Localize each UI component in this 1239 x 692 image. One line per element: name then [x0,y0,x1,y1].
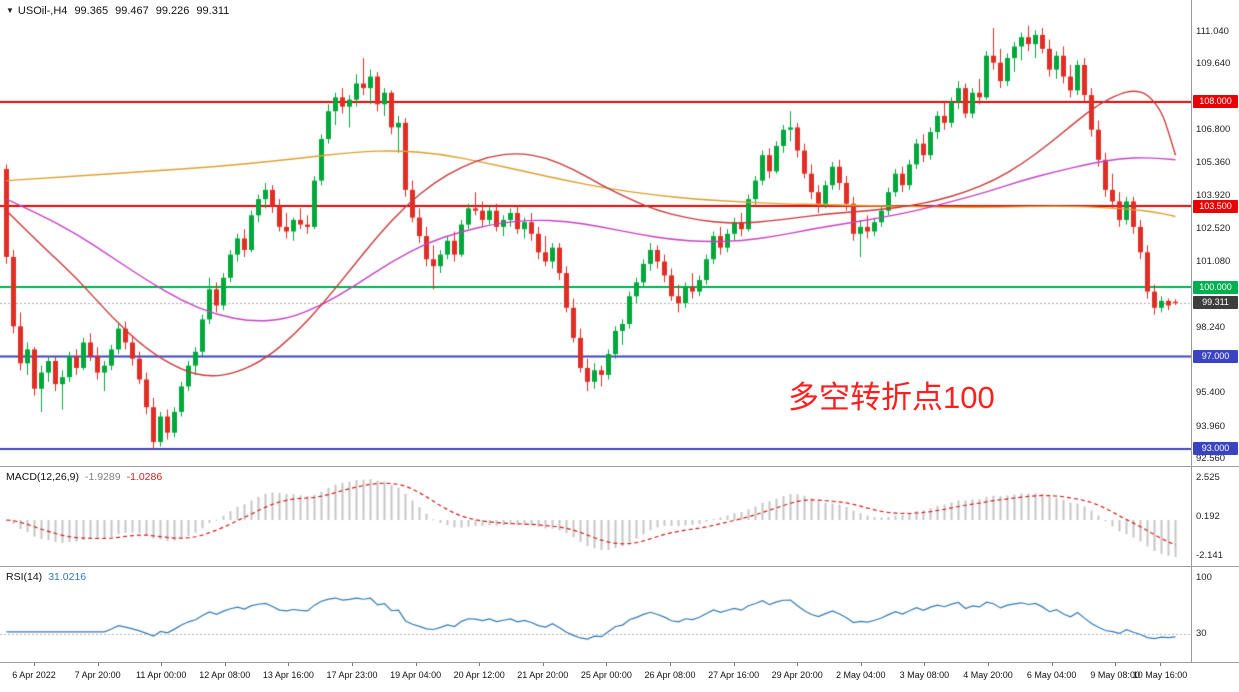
time-axis-tick [860,663,862,666]
time-axis-tick [352,663,353,666]
time-axis-tick [479,663,481,666]
time-axis-label: 9 May 08:00 [1090,670,1140,680]
time-axis-tick [924,663,926,666]
time-axis-tick [1051,663,1053,666]
time-axis-label: 27 Apr 16:00 [708,670,760,680]
price-axis-tick: 95.400 [1196,387,1226,399]
collapse-arrow-icon[interactable]: ▼ [6,6,14,15]
macd-header: MACD(12,26,9) -1.9289 -1.0286 [6,471,162,483]
rsi-axis[interactable]: 100 30 [1192,567,1239,662]
time-axis-label: 29 Apr 20:00 [771,670,823,680]
time-axis-tick [34,663,35,666]
time-axis-label: 11 Apr 00:00 [136,670,187,680]
time-axis-label: 12 Apr 08:00 [199,670,251,680]
macd-value: -1.9289 [84,471,121,483]
price-chart-canvas[interactable] [0,0,1192,466]
time-axis-label: 25 Apr 00:00 [580,670,632,680]
time-axis-tick [415,663,417,666]
price-axis[interactable]: 111.040 109.640 106.800 105.360 103.920 102.5… [1192,0,1239,466]
price-axis-tick: 111.040 [1196,25,1229,37]
time-axis-label: 20 Apr 12:00 [453,670,505,680]
price-axis-tick: 98.240 [1196,321,1226,333]
time-axis-label: 7 Apr 20:00 [74,670,121,680]
price-axis-tick: 102.520 [1196,222,1231,234]
time-axis-tick [288,663,290,666]
time-axis-label: 3 May 08:00 [899,670,950,680]
macd-axis-tick: 2.525 [1196,471,1220,483]
ohlc-high-value: 99.467 [115,5,149,17]
macd-axis[interactable]: 2.525 0.192 -2.141 [1192,467,1239,566]
panel-divider-macd[interactable] [0,466,1239,467]
price-axis-tick: 106.800 [1196,123,1231,135]
time-axis-tick [161,663,163,666]
symbol-timeframe-label: USOil-,H4 [17,5,68,17]
time-axis-label: 6 May 04:00 [1026,670,1077,680]
rsi-indicator-canvas[interactable] [0,567,1192,662]
time-axis-tick [1115,663,1117,666]
axis-separator-line [1191,0,1192,692]
time-axis-label: 10 May 16:00 [1132,670,1188,680]
time-axis[interactable]: 6 Apr 2022 7 Apr 20:00 11 Apr 00:00 12 Apr … [0,663,1239,692]
ohlc-close-value: 99.311 [196,5,230,17]
time-axis-tick [606,663,608,666]
hline-price-tag[interactable]: 108.000 [1193,95,1238,109]
macd-indicator-canvas[interactable] [0,467,1192,566]
time-axis-tick [797,663,799,666]
macd-axis-tick: 0.192 [1196,510,1220,522]
macd-axis-tick: -2.141 [1196,549,1223,561]
price-axis-tick: 92.560 [1196,453,1226,465]
rsi-axis-tick: 100 [1196,572,1212,583]
rsi-axis-tick: 30 [1196,628,1207,639]
time-axis-label: 2 May 04:00 [836,670,886,680]
price-axis-tick: 101.080 [1196,256,1231,268]
price-axis-tick: 93.960 [1196,420,1226,432]
panel-divider-rsi[interactable] [0,566,1239,567]
ohlc-open-value: 99.365 [74,5,109,17]
price-axis-tick: 105.360 [1196,157,1231,169]
hline-price-tag[interactable]: 100.000 [1193,280,1238,294]
time-axis-tick [733,663,735,666]
time-axis-label: 4 May 20:00 [963,670,1013,680]
price-axis-tick: 103.920 [1196,190,1231,202]
macd-label: MACD(12,26,9) [6,471,79,483]
bid-price-tag: 99.311 [1193,296,1238,310]
ohlc-low-value: 99.226 [155,5,190,17]
time-axis-tick [542,663,544,666]
hline-price-tag[interactable]: 103.500 [1193,199,1238,213]
time-axis-label: 19 Apr 04:00 [390,670,442,680]
macd-signal-value: -1.0286 [126,471,163,483]
time-axis-tick [988,663,989,666]
time-axis-label: 13 Apr 16:00 [262,670,314,680]
time-axis-label: 6 Apr 2022 [12,670,56,680]
time-axis-divider [0,662,1239,663]
chart-header: ▼ USOil-,H4 99.365 99.467 99.226 99.311 [6,5,236,17]
time-axis-tick [670,663,671,666]
hline-price-tag[interactable]: 93.000 [1193,442,1238,456]
time-axis-tick [1160,663,1161,666]
time-axis-label: 26 Apr 08:00 [644,670,696,680]
time-axis-label: 17 Apr 23:00 [326,670,378,680]
rsi-header: RSI(14) 31.0216 [6,571,86,583]
rsi-value: 31.0216 [48,571,87,583]
time-axis-label: 21 Apr 20:00 [517,670,569,680]
annotation-text[interactable]: 多空转折点100 [788,380,995,415]
time-axis-tick [224,663,226,666]
hline-price-tag[interactable]: 97.000 [1193,349,1238,363]
price-axis-tick: 109.640 [1196,58,1231,70]
time-axis-tick [97,663,99,666]
rsi-label: RSI(14) [6,571,43,583]
